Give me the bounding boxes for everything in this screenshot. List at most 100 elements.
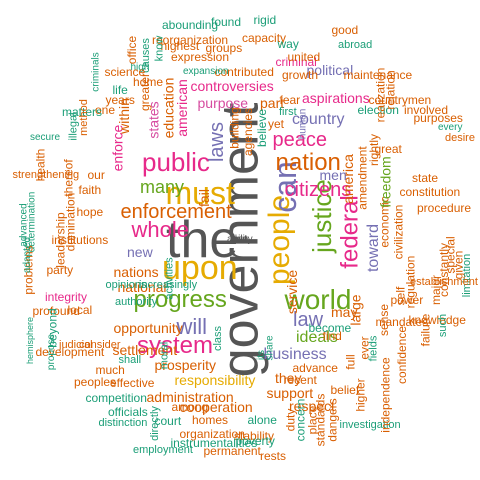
- cloud-word: party: [46, 263, 74, 277]
- cloud-word: criminal: [275, 55, 317, 69]
- cloud-word: fear: [279, 93, 301, 107]
- cloud-word: life: [112, 83, 128, 97]
- cloud-word: agencies: [241, 107, 256, 157]
- cloud-word: alone: [247, 413, 277, 427]
- cloud-word: due: [231, 234, 249, 245]
- cloud-word: opinions: [105, 278, 147, 291]
- cloud-word: first: [279, 105, 297, 118]
- cloud-word: public: [142, 147, 210, 177]
- cloud-word: desire: [445, 131, 475, 144]
- cloud-word: shall: [118, 353, 142, 366]
- cloud-word: realization: [372, 67, 387, 123]
- cloud-word: increasingly: [139, 278, 198, 291]
- cloud-word: political: [306, 62, 354, 78]
- cloud-word: advance: [292, 361, 338, 375]
- cloud-word: every: [438, 122, 463, 133]
- cloud-word: prosperity: [154, 357, 216, 373]
- cloud-word: great: [374, 142, 402, 156]
- cloud-word: nation: [275, 149, 341, 176]
- cloud-word: new: [127, 244, 153, 260]
- cloud-word: business: [263, 346, 327, 363]
- cloud-word: among: [171, 400, 209, 414]
- cloud-word: investigation: [339, 418, 401, 431]
- cloud-word: poverty: [235, 434, 275, 448]
- cloud-word: settlement: [112, 342, 178, 358]
- cloud-word: enforcement: [120, 201, 232, 223]
- cloud-word: building: [227, 107, 242, 149]
- cloud-word: controversies: [190, 78, 274, 94]
- cloud-word: maintenance: [343, 68, 413, 82]
- cloud-word: consider: [79, 338, 121, 351]
- cloud-word: found: [211, 15, 242, 29]
- cloud-word: such: [436, 313, 449, 337]
- cloud-word: much: [95, 363, 125, 377]
- cloud-word: expansion: [183, 66, 229, 77]
- cloud-word: groups: [205, 41, 243, 55]
- cloud-word: matters: [62, 105, 103, 119]
- cloud-word: system: [137, 332, 214, 359]
- cloud-word: knowledge: [408, 313, 466, 327]
- cloud-word: men: [319, 167, 347, 183]
- cloud-word: effective: [110, 376, 155, 390]
- cloud-word: service: [284, 269, 301, 315]
- cloud-word: procedure: [417, 201, 472, 215]
- cloud-word: the: [166, 211, 239, 269]
- cloud-word: american: [173, 79, 190, 137]
- cloud-word: ability: [227, 234, 253, 245]
- cloud-word: adapted: [22, 236, 34, 274]
- cloud-word: must: [165, 175, 235, 211]
- cloud-word: united: [287, 50, 321, 64]
- cloud-word: competition: [85, 391, 147, 405]
- cloud-word: aspirations: [302, 90, 370, 106]
- cloud-word: national: [117, 279, 167, 295]
- cloud-word: purpose: [197, 95, 249, 111]
- cloud-word: fail: [195, 189, 212, 207]
- cloud-word: secure: [30, 132, 61, 143]
- cloud-word: power: [390, 293, 424, 307]
- cloud-word: homes: [192, 413, 229, 427]
- cloud-word: good: [331, 23, 359, 37]
- cloud-word: contributed: [214, 65, 274, 79]
- cloud-word: recent: [283, 373, 317, 387]
- cloud-word: high: [130, 62, 150, 73]
- cloud-word: method: [77, 98, 90, 136]
- cloud-word: authority: [115, 295, 158, 308]
- cloud-word: civilization: [390, 204, 405, 260]
- cloud-word: will: [176, 314, 208, 339]
- cloud-word: laws: [206, 121, 229, 163]
- cloud-word: confidence: [395, 325, 410, 385]
- cloud-word: court: [154, 414, 182, 428]
- cloud-word: our: [87, 168, 105, 182]
- cloud-word: abounding: [162, 18, 219, 32]
- cloud-word: upon: [162, 249, 238, 287]
- cloud-word: moral: [158, 341, 171, 369]
- cloud-word: propose: [46, 333, 58, 371]
- cloud-word: officials: [108, 405, 148, 419]
- cloud-word: see: [232, 234, 249, 245]
- cloud-word: country: [292, 111, 345, 128]
- cloud-word: criminals: [90, 52, 102, 92]
- cloud-word: organization: [179, 427, 245, 441]
- cloud-word: rigid: [253, 13, 277, 27]
- cloud-word: cooperation: [179, 399, 253, 415]
- cloud-word: find: [322, 329, 342, 343]
- cloud-word: hope: [76, 205, 104, 219]
- cloud-word: judicial: [59, 338, 93, 351]
- cloud-word: they: [275, 370, 302, 386]
- cloud-word: independence: [378, 357, 393, 433]
- cloud-word: abroad: [338, 38, 373, 51]
- cloud-word: involved: [404, 103, 449, 117]
- cloud-word: become: [308, 321, 352, 335]
- cloud-word: rests: [260, 449, 287, 463]
- cloud-word: integrity: [45, 290, 88, 304]
- cloud-word: higher: [353, 378, 368, 412]
- cloud-word: world: [284, 284, 352, 315]
- cloud-word: peoples: [74, 375, 117, 389]
- cloud-word: dangers: [325, 398, 340, 442]
- cloud-word: respect: [289, 398, 335, 414]
- cloud-word: faith: [78, 183, 102, 197]
- cloud-word: years: [105, 93, 135, 107]
- cloud-word: activities: [163, 256, 176, 300]
- cloud-word: law: [293, 309, 324, 331]
